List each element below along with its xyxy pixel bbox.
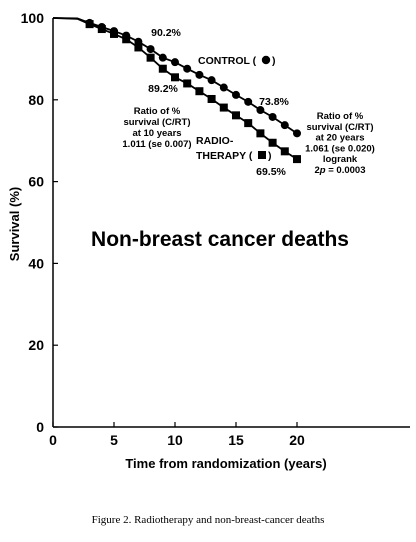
control-point: [183, 64, 192, 73]
ratio10-line: at 10 years: [132, 128, 181, 139]
radiotherapy-point: [219, 103, 228, 112]
pct-control-10: 90.2%: [151, 27, 181, 39]
control-point: [219, 83, 228, 92]
radiotherapy-point: [97, 25, 106, 34]
control-point: [158, 53, 167, 62]
figure-caption: Figure 2. Radiotherapy and non-breast-ca…: [91, 514, 325, 526]
control-point: [207, 76, 216, 85]
radiotherapy-point: [293, 155, 301, 164]
radio-marker-legend: [258, 151, 266, 159]
control-point: [232, 90, 240, 99]
radiotherapy-point: [195, 87, 204, 96]
ratio20-line: logrank: [323, 154, 358, 165]
x-tick-label: 0: [49, 432, 57, 448]
radiotherapy-point: [122, 35, 131, 44]
ratio20-line: at 20 years: [315, 133, 364, 144]
p-value: 2p = 0.0003: [315, 165, 366, 176]
p-prefix: 2: [315, 165, 320, 176]
radiotherapy-point: [85, 20, 94, 29]
radiotherapy-point: [134, 43, 143, 52]
radiotherapy-point: [110, 29, 118, 38]
ratio10-line: Ratio of %: [134, 106, 181, 117]
chart-title: Non-breast cancer deaths: [91, 228, 349, 251]
radiotherapy-point: [256, 129, 265, 138]
radio-label-2: THERAPY (: [196, 150, 253, 162]
y-tick-label: 0: [36, 419, 44, 435]
radiotherapy-point: [171, 73, 179, 82]
control-label-text: CONTROL (: [198, 55, 257, 67]
x-tick-label: 20: [289, 432, 305, 448]
pct-radio-10: 89.2%: [148, 83, 178, 95]
radiotherapy-point: [146, 53, 155, 62]
ratio-10-block: Ratio of %survival (C/RT)at 10 years1.01…: [122, 106, 191, 150]
control-point: [293, 129, 301, 138]
pct-control-20: 73.8%: [259, 96, 289, 108]
radiotherapy-point: [244, 119, 253, 128]
x-tick-label: 5: [110, 432, 118, 448]
radiotherapy-point: [183, 79, 192, 88]
radiotherapy-point: [207, 94, 216, 103]
ratio20-line: survival (C/RT): [306, 122, 373, 133]
y-tick-label: 100: [21, 10, 45, 26]
control-point: [171, 58, 179, 67]
p-suffix: = 0.0003: [326, 165, 366, 176]
x-tick-label: 15: [228, 432, 244, 448]
control-point: [256, 106, 265, 115]
ratio20-line: 1.061 (se 0.020): [305, 143, 375, 154]
ratio-20-block: Ratio of %survival (C/RT)at 20 years1.06…: [305, 111, 375, 165]
radiotherapy-point: [232, 111, 240, 120]
control-point: [146, 45, 155, 54]
x-axis-title: Time from randomization (years): [125, 456, 326, 471]
control-point: [268, 112, 277, 121]
radiotherapy-point: [280, 147, 289, 156]
control-label: CONTROL (: [198, 55, 257, 67]
y-tick-label: 20: [28, 337, 44, 353]
ratio10-line: 1.011 (se 0.007): [122, 139, 191, 150]
radiotherapy-point: [158, 64, 167, 73]
ratio10-line: survival (C/RT): [123, 117, 190, 128]
control-point: [244, 97, 253, 106]
ratio20-line: Ratio of %: [317, 111, 364, 122]
y-tick-label: 60: [28, 174, 44, 190]
y-tick-label: 40: [28, 255, 44, 271]
control-point: [280, 121, 289, 130]
y-tick-label: 80: [28, 92, 44, 108]
radio-label-end: ): [268, 150, 272, 162]
x-tick-label: 10: [167, 432, 183, 448]
control-label-end: ): [272, 55, 276, 67]
control-marker-legend: [261, 55, 271, 65]
radiotherapy-point: [268, 138, 277, 147]
control-point: [195, 70, 204, 79]
p-italic: p: [319, 165, 326, 176]
radio-label-1: RADIO-: [196, 135, 234, 147]
pct-radio-20: 69.5%: [256, 166, 286, 178]
y-axis-title: Survival (%): [7, 187, 22, 261]
